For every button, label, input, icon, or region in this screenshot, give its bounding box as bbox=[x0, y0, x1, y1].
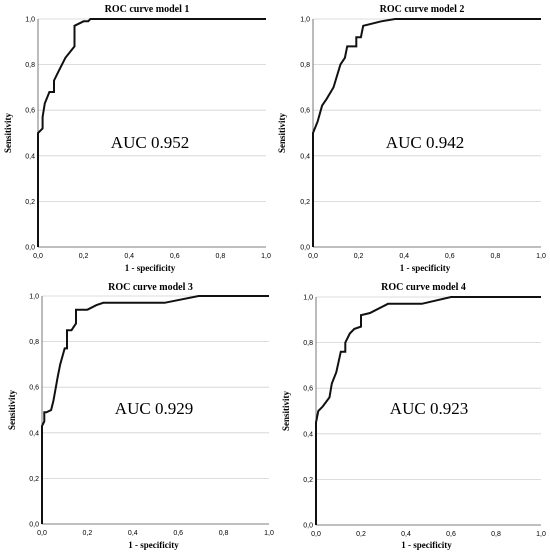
x-tick-label: 0,2 bbox=[354, 253, 364, 260]
x-tick-label: 0,4 bbox=[124, 253, 134, 260]
x-tick-label: 1,0 bbox=[264, 530, 274, 537]
roc-panel-1: 0,0 0,2 0,4 0,6 0,8 1,0 0,0 0,2 0,4 0,6 0,8 1,0 ROC … bbox=[3, 4, 271, 273]
x-tick-label: 1,0 bbox=[536, 253, 546, 260]
x-axis-label: 1 - specificity bbox=[125, 263, 176, 273]
y-axis-label: Sensitivity bbox=[7, 390, 17, 431]
y-tick-label: 0,8 bbox=[25, 62, 35, 69]
roc-curve-line bbox=[41, 295, 269, 524]
y-tick-label: 0,0 bbox=[300, 245, 310, 252]
x-tick-label: 0,0 bbox=[308, 253, 318, 260]
x-tick-label: 1,0 bbox=[536, 531, 546, 538]
y-axis-label: Sensitivity bbox=[3, 113, 13, 154]
y-tick-label: 0,0 bbox=[29, 522, 39, 529]
x-tick-label: 0,2 bbox=[83, 530, 93, 537]
y-tick-label: 0,0 bbox=[25, 245, 35, 252]
y-tick-label: 0,2 bbox=[29, 476, 39, 483]
x-axis-label: 1 - specificity bbox=[400, 263, 451, 273]
x-tick-label: 0,2 bbox=[79, 253, 89, 260]
x-tick-label: 0,0 bbox=[37, 530, 47, 537]
auc-annotation: AUC 0.929 bbox=[115, 399, 193, 418]
y-tick-label: 0,4 bbox=[29, 430, 39, 437]
roc-panel-3: 0,0 0,2 0,4 0,6 0,8 1,0 0,0 0,2 0,4 0,6 0,8 1,0 ROC … bbox=[7, 282, 274, 550]
x-tick-label: 0,2 bbox=[356, 531, 366, 538]
y-axis-label: Sensitivity bbox=[281, 391, 291, 432]
chart-title: ROC curve model 2 bbox=[380, 4, 465, 15]
y-tick-label: 0,6 bbox=[303, 386, 313, 393]
y-tick-label: 0,2 bbox=[303, 477, 313, 484]
x-tick-label: 0,8 bbox=[216, 253, 226, 260]
x-axis-label: 1 - specificity bbox=[128, 540, 179, 550]
y-tick-label: 0,2 bbox=[25, 199, 35, 206]
x-tick-label: 0,4 bbox=[401, 531, 411, 538]
y-tick-label: 0,8 bbox=[29, 339, 39, 346]
y-tick-label: 0,4 bbox=[303, 431, 313, 438]
roc-curve-line bbox=[37, 18, 266, 247]
x-tick-label: 0,0 bbox=[311, 531, 321, 538]
y-tick-label: 0,8 bbox=[303, 340, 313, 347]
auc-annotation: AUC 0.923 bbox=[390, 399, 468, 418]
chart-title: ROC curve model 1 bbox=[105, 4, 190, 15]
roc-panel-2: 0,0 0,2 0,4 0,6 0,8 1,0 0,0 0,2 0,4 0,6 0,8 1,0 ROC … bbox=[277, 4, 546, 273]
x-tick-label: 0,8 bbox=[219, 530, 229, 537]
y-axis-label: Sensitivity bbox=[277, 113, 287, 154]
chart-title: ROC curve model 4 bbox=[381, 282, 466, 293]
x-tick-label: 0,8 bbox=[491, 253, 501, 260]
x-tick-label: 0,6 bbox=[445, 253, 455, 260]
y-tick-label: 1,0 bbox=[303, 295, 313, 302]
x-tick-label: 0,6 bbox=[446, 531, 456, 538]
y-tick-label: 0,6 bbox=[29, 385, 39, 392]
y-tick-label: 0,6 bbox=[300, 108, 310, 115]
y-tick-label: 1,0 bbox=[29, 294, 39, 301]
x-tick-label: 0,0 bbox=[33, 253, 43, 260]
y-tick-label: 0,0 bbox=[303, 523, 313, 530]
auc-annotation: AUC 0.942 bbox=[386, 133, 464, 152]
y-tick-label: 0,8 bbox=[300, 62, 310, 69]
y-tick-label: 1,0 bbox=[25, 17, 35, 24]
x-tick-label: 0,6 bbox=[170, 253, 180, 260]
y-tick-label: 0,4 bbox=[25, 153, 35, 160]
y-tick-label: 0,4 bbox=[300, 153, 310, 160]
auc-annotation: AUC 0.952 bbox=[111, 133, 189, 152]
y-tick-label: 0,6 bbox=[25, 108, 35, 115]
x-axis-label: 1 - specificity bbox=[401, 540, 452, 550]
x-tick-label: 0,4 bbox=[399, 253, 409, 260]
y-tick-label: 1,0 bbox=[300, 17, 310, 24]
roc-panel-4: 0,0 0,2 0,4 0,6 0,8 1,0 0,0 0,2 0,4 0,6 0,8 1,0 ROC … bbox=[281, 282, 546, 550]
x-tick-label: 0,6 bbox=[173, 530, 183, 537]
x-tick-label: 0,8 bbox=[491, 531, 501, 538]
roc-curve-line bbox=[312, 18, 541, 247]
x-tick-label: 0,4 bbox=[128, 530, 138, 537]
roc-curve-line bbox=[315, 296, 541, 525]
y-tick-label: 0,2 bbox=[300, 199, 310, 206]
x-tick-label: 1,0 bbox=[261, 253, 271, 260]
chart-title: ROC curve model 3 bbox=[108, 282, 193, 293]
